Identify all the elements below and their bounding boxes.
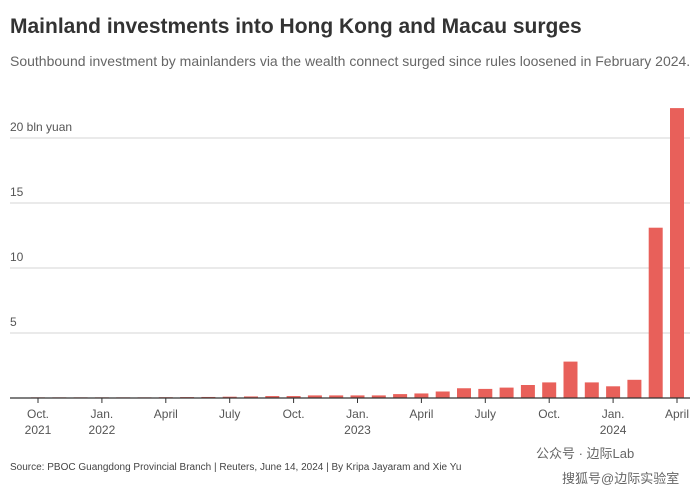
bar: [435, 391, 450, 398]
bar: [520, 385, 535, 398]
y-tick-label: 15: [10, 185, 24, 199]
bar: [329, 395, 344, 398]
bar: [542, 382, 557, 398]
source: Source: PBOC Guangdong Provincial Branch…: [10, 462, 461, 473]
x-tick-label: Oct.: [283, 407, 305, 421]
bar: [265, 396, 280, 398]
bar: [606, 386, 621, 398]
x-tick-label: July: [475, 407, 496, 421]
bar: [584, 382, 599, 398]
x-tick-label: Jan. 2023: [344, 407, 371, 437]
x-tick-label: Oct.: [538, 407, 560, 421]
bar: [307, 395, 322, 398]
bar: [563, 361, 578, 398]
y-tick-label: 10: [10, 250, 24, 264]
bar: [414, 393, 429, 398]
bar: [244, 396, 258, 398]
bar: [371, 395, 386, 398]
bar: [499, 387, 514, 398]
y-tick-label: 5: [10, 315, 17, 329]
x-tick-label: July: [219, 407, 240, 421]
x-tick-label: Jan. 2024: [600, 407, 627, 437]
bar: [457, 388, 471, 398]
bar: [222, 396, 237, 398]
x-tick-label: April: [409, 407, 433, 421]
watermark: 搜狐号@边际实验室: [562, 471, 679, 486]
bar: [350, 395, 365, 398]
x-tick-label: April: [665, 407, 689, 421]
bar: [286, 396, 301, 398]
chart-title: Mainland investments into Hong Kong and …: [10, 15, 582, 38]
chart-subtitle: Southbound investment by mainlanders via…: [10, 53, 690, 69]
bar: [393, 394, 408, 398]
x-tick-label: April: [154, 407, 178, 421]
bar: [670, 108, 684, 398]
x-tick-label: Oct. 2021: [25, 407, 52, 437]
watermark: 公众号 · 边际Lab: [536, 446, 634, 461]
bar: [478, 388, 493, 398]
x-tick-label: Jan. 2022: [89, 407, 116, 437]
bar: [627, 379, 642, 398]
y-tick-label: 20 bln yuan: [10, 120, 72, 134]
bar: [648, 227, 663, 398]
